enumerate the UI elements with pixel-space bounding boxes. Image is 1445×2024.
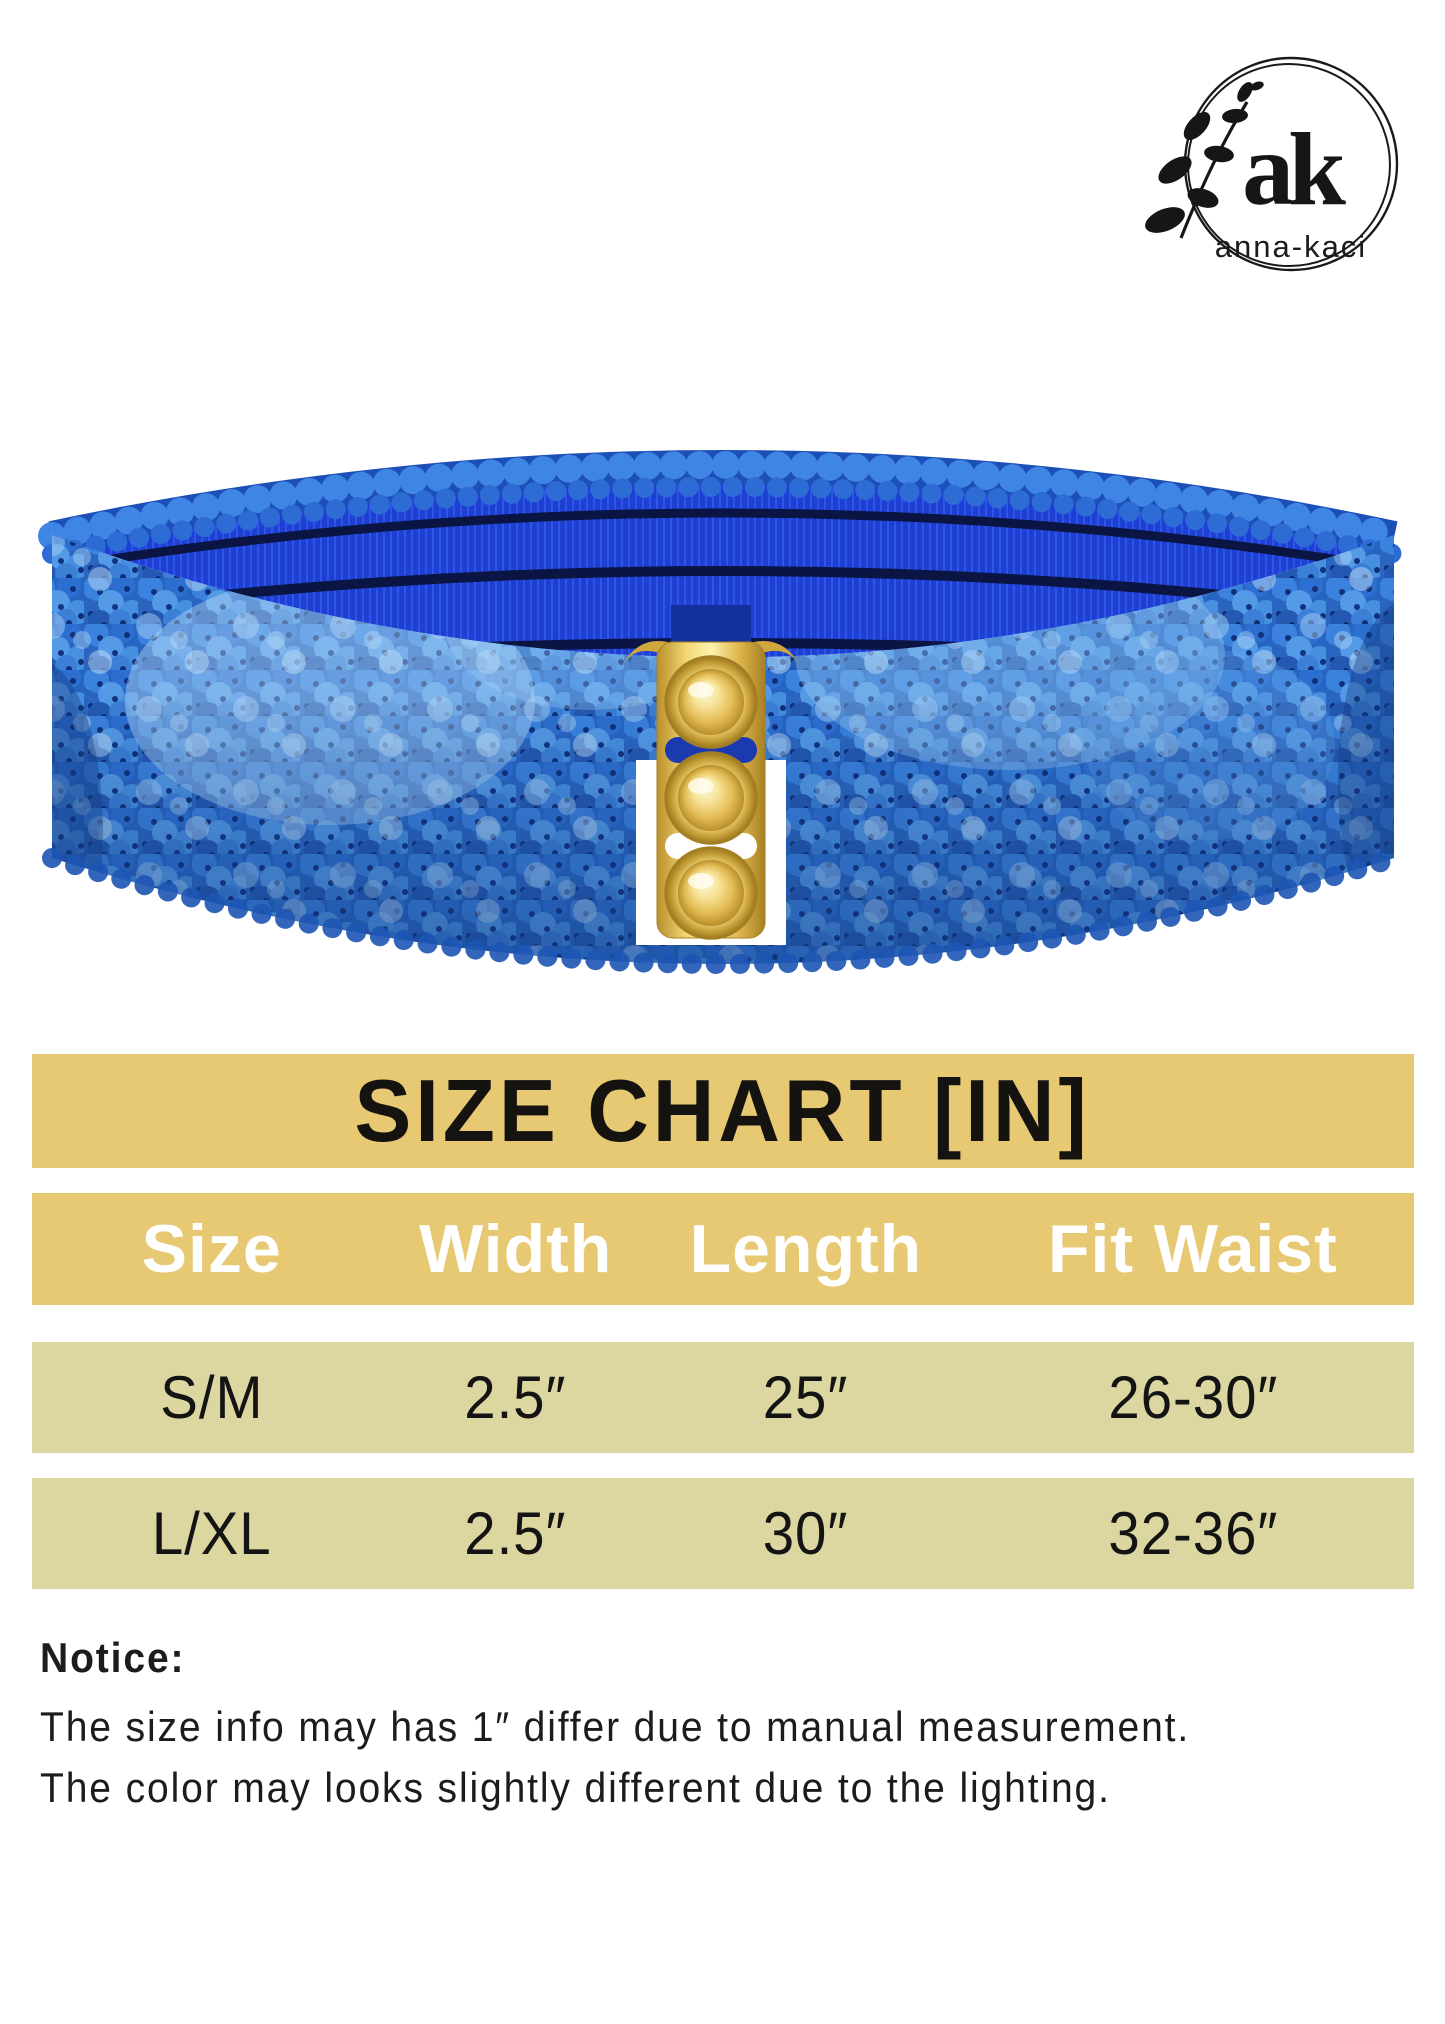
size-chart-title-band: SIZE CHART [IN] — [32, 1054, 1414, 1168]
buckle-buttons — [664, 655, 758, 940]
column-header-size: Size — [141, 1211, 282, 1287]
belt-image — [38, 450, 1408, 974]
size-chart-title: SIZE CHART [IN] — [354, 1061, 1092, 1160]
leaf-branch-icon — [1145, 81, 1264, 239]
row-length-value: 30″ — [763, 1500, 849, 1567]
notice-block: Notice: The size info may has 1″ differ … — [40, 1634, 1410, 1818]
notice-line: The size info may has 1″ differ due to m… — [40, 1703, 1191, 1750]
row-width-value: 2.5″ — [464, 1364, 567, 1431]
belt-buckle — [622, 605, 800, 945]
table-row: L/XL 2.5″ 30″ 32-36″ — [32, 1478, 1414, 1589]
row-fit-waist-value: 26-30″ — [1107, 1364, 1278, 1431]
size-chart-header-row: Size Width Length Fit Waist — [32, 1193, 1414, 1305]
row-fit-waist-value: 32-36″ — [1107, 1500, 1278, 1567]
table-row: S/M 2.5″ 25″ 26-30″ — [32, 1342, 1414, 1453]
column-header-fit-waist: Fit Waist — [1047, 1211, 1338, 1287]
size-chart: SIZE CHART [IN] Size Width Length Fit Wa… — [32, 1054, 1414, 1589]
column-header-width: Width — [419, 1211, 613, 1287]
row-size-value: L/XL — [151, 1500, 272, 1567]
brand-logo: ak anna-kaci — [1145, 56, 1399, 272]
notice-title: Notice: — [40, 1634, 186, 1681]
row-width-value: 2.5″ — [464, 1500, 567, 1567]
row-length-value: 25″ — [763, 1364, 849, 1431]
column-header-length: Length — [689, 1211, 923, 1287]
logo-wordmark: anna-kaci — [1215, 229, 1367, 264]
logo-monogram: ak — [1242, 112, 1346, 227]
notice-line: The color may looks slightly different d… — [40, 1764, 1111, 1811]
belt-top-rim — [38, 450, 1408, 564]
row-size-value: S/M — [160, 1364, 264, 1431]
